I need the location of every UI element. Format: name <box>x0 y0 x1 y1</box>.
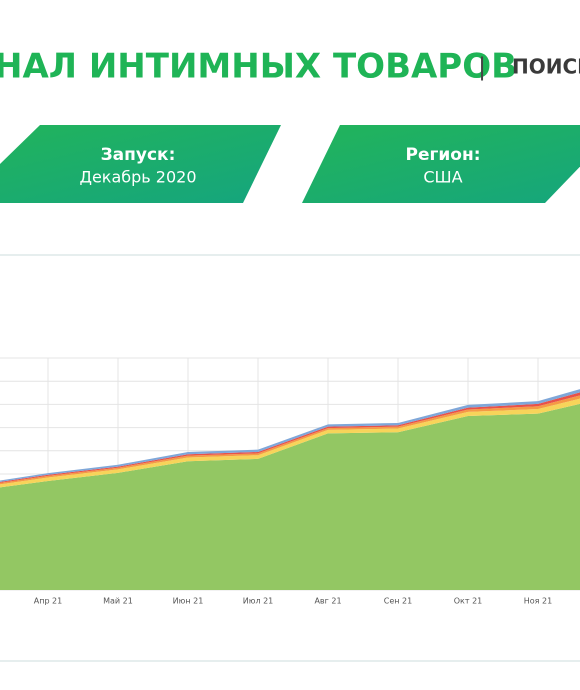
area <box>0 389 580 482</box>
x-tick-label: Июл 21 <box>243 597 274 606</box>
separator: | <box>478 53 486 81</box>
title: НАЛ ИНТИМНЫХ ТОВАРОВ <box>0 47 517 87</box>
card <box>302 125 580 203</box>
x-tick-label: Июн 21 <box>173 597 204 606</box>
x-tick-label: Май 21 <box>103 597 133 606</box>
area <box>0 392 580 483</box>
card-value: США <box>423 168 462 187</box>
chart: Апр 21 Май 21 Июн 21 Июл 21 Авг 21 Сен 21 Окт … <box>0 357 580 606</box>
card-value: Декабрь 2020 <box>79 168 196 187</box>
x-tick-label: Сен 21 <box>384 597 412 606</box>
area <box>0 403 580 590</box>
card-label: Запуск: <box>101 145 176 165</box>
x-tick-label: Ноя 21 <box>524 597 552 606</box>
x-tick-label: Окт 21 <box>454 597 483 606</box>
x-tick-label: Апр 21 <box>34 597 63 606</box>
x-tick-label: Авг 21 <box>314 597 341 606</box>
card-label: Регион: <box>405 145 480 165</box>
area <box>0 398 580 488</box>
card <box>0 125 281 203</box>
area <box>0 395 580 485</box>
subtitle: ПОИСК <box>512 55 580 79</box>
